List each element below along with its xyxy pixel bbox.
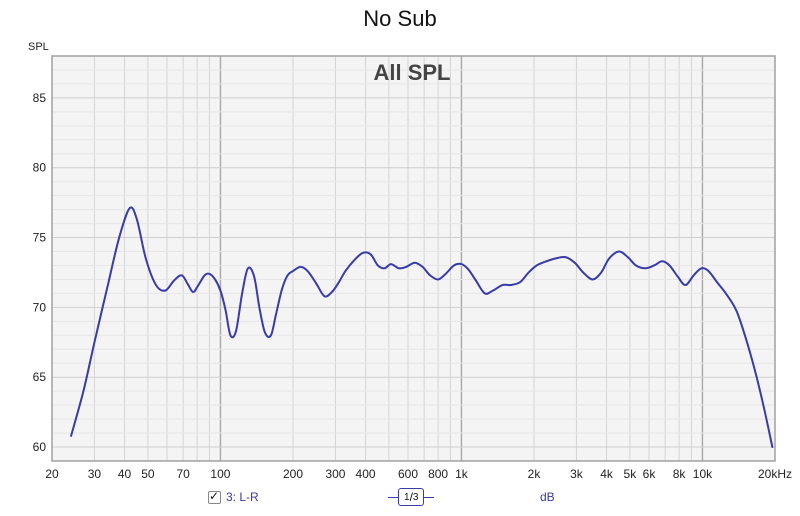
x-tick-label: 200: [283, 467, 303, 481]
smoothing-line-left: [388, 496, 398, 498]
x-tick-label: 6k: [643, 467, 657, 481]
unit-label: dB: [540, 490, 555, 504]
y-axis-label: SPL: [28, 41, 49, 53]
x-tick-label: 300: [325, 467, 345, 481]
series-label: 3: L-R: [226, 490, 259, 504]
x-tick-label: 1k: [455, 467, 469, 481]
y-tick-label: 70: [33, 300, 47, 314]
x-tick-label: 100: [210, 467, 230, 481]
x-tick-label: 2k: [528, 467, 542, 481]
x-tick-label: 20kHz: [758, 467, 792, 481]
y-tick-label: 75: [33, 231, 47, 245]
chart-title: No Sub: [363, 6, 437, 31]
series-toggle[interactable]: 3: L-R: [208, 489, 259, 504]
x-tick-label: 400: [356, 467, 376, 481]
smoothing-fraction[interactable]: 1/3: [398, 488, 425, 506]
y-tick-label: 80: [33, 161, 47, 175]
x-tick-label: 30: [88, 467, 102, 481]
x-tick-label: 10k: [693, 467, 713, 481]
y-tick-labels: 60 65 70 75 80 85: [33, 91, 47, 454]
grid-layer: [52, 55, 775, 462]
y-tick-label: 85: [33, 91, 47, 105]
plot-area: [52, 56, 775, 461]
x-tick-label: 3k: [570, 467, 584, 481]
series-line-l-r: [70, 206, 774, 449]
x-tick-label: 8k: [673, 467, 687, 481]
x-tick-label: 70: [176, 467, 190, 481]
y-tick-label: 65: [33, 370, 47, 384]
x-tick-label: 4k: [600, 467, 614, 481]
smoothing-control[interactable]: 1/3: [388, 488, 435, 506]
x-tick-label: 40: [118, 467, 132, 481]
x-tick-label: 20: [45, 467, 59, 481]
plot-border: [51, 55, 776, 462]
x-tick-label: 600: [398, 467, 418, 481]
chart-svg: 60 65 70 75 80 85 20 30 40 50 70 100 200 300 400 600 80…: [28, 41, 792, 481]
smoothing-denominator: 3: [412, 491, 419, 503]
series-checkbox[interactable]: [208, 489, 221, 504]
legend-bar: 3: L-R 1/3 dB: [0, 488, 800, 512]
x-tick-labels: 20 30 40 50 70 100 200 300 400 600 800 1k 2k 3k 4k 5k 6k…: [45, 467, 792, 481]
smoothing-line-right: [424, 496, 435, 498]
y-tick-label: 60: [33, 440, 47, 454]
x-tick-label: 50: [141, 467, 155, 481]
x-tick-label: 5k: [624, 467, 638, 481]
plot-subtitle: All SPL: [373, 60, 450, 85]
smoothing-numerator: 1: [404, 491, 410, 503]
x-tick-label: 800: [428, 467, 448, 481]
